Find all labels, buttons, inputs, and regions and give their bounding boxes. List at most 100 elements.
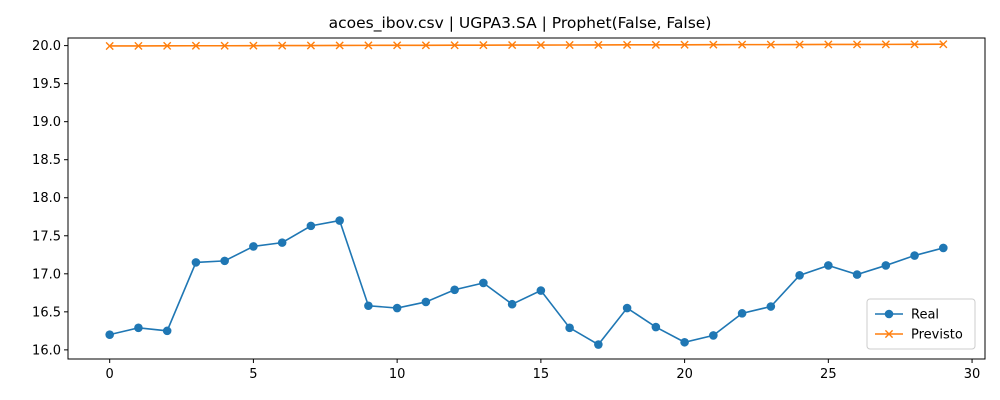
data-point (392, 303, 402, 313)
legend: Real Previsto (866, 298, 976, 350)
data-point (105, 330, 114, 339)
series-line-real (109, 219, 944, 346)
x-tick-label: 10 (389, 367, 406, 382)
data-point (536, 40, 545, 50)
marker-stroke (278, 41, 287, 50)
marker-stroke (766, 40, 775, 49)
data-point (536, 286, 546, 295)
data-point (795, 271, 804, 280)
marker-stroke (249, 41, 258, 50)
data-point (824, 261, 833, 270)
data-point (306, 221, 316, 231)
data-point (105, 41, 114, 51)
marker-stroke (163, 41, 172, 50)
marker-stroke (335, 41, 344, 50)
data-point (738, 40, 747, 49)
x-axis: 0 5 10 15 20 25 30 (106, 359, 981, 382)
y-tick-label: 19.0 (32, 115, 61, 130)
data-point (220, 256, 229, 266)
data-point (421, 297, 431, 307)
data-point (680, 337, 689, 347)
x-tick-label: 15 (533, 367, 550, 382)
data-point (824, 40, 833, 49)
x-tick-label: 25 (820, 367, 837, 382)
marker-stroke (450, 41, 459, 50)
x-tick-label: 20 (676, 367, 693, 382)
data-point (766, 40, 775, 49)
data-point (881, 40, 890, 49)
data-point (479, 41, 488, 50)
marker-stroke (105, 41, 114, 51)
data-point (852, 270, 862, 279)
data-point (335, 216, 344, 225)
data-point (910, 40, 919, 49)
data-point (364, 301, 373, 311)
legend-marker (884, 309, 894, 319)
data-point (737, 309, 747, 318)
data-point (220, 41, 229, 50)
y-axis: 16.0 16.5 17.0 17.5 18.0 18.5 19.0 19.5 20.0 (32, 39, 68, 358)
chart-title: acoes_ibov.csv | UGPA3.SA | Prophet(Fals… (329, 14, 712, 33)
marker-stroke (220, 41, 229, 50)
data-point (421, 41, 430, 50)
y-tick-label: 18.5 (32, 153, 61, 168)
marker-stroke (680, 40, 689, 49)
marker-stroke (939, 40, 948, 49)
data-point (594, 340, 603, 349)
marker-stroke (393, 41, 402, 50)
data-point (507, 299, 517, 309)
data-point (939, 40, 948, 49)
data-point (249, 242, 258, 251)
data-point (651, 322, 661, 332)
data-point (191, 41, 201, 50)
data-point (393, 41, 402, 50)
y-tick-label: 19.5 (32, 77, 61, 92)
data-point (651, 40, 660, 49)
marker-stroke (651, 40, 660, 49)
data-point (594, 40, 603, 50)
marker-stroke (623, 40, 632, 49)
marker-stroke (709, 40, 718, 49)
data-point (162, 326, 172, 336)
data-point (277, 238, 287, 247)
x-tick-label: 5 (249, 367, 257, 382)
marker-stroke (421, 41, 430, 50)
legend-box (866, 298, 976, 350)
data-point (134, 41, 143, 51)
marker-stroke (852, 40, 862, 49)
marker-stroke (479, 41, 488, 50)
data-point (364, 41, 373, 50)
data-point (249, 41, 258, 50)
data-point (766, 302, 776, 311)
data-point (709, 331, 718, 340)
y-tick-label: 18.0 (32, 191, 61, 206)
legend-item-real: Real (875, 308, 939, 323)
marker-stroke (795, 40, 804, 49)
y-tick-label: 16.0 (32, 343, 61, 358)
data-point (450, 285, 459, 295)
y-tick-label: 17.5 (32, 229, 61, 244)
marker-stroke (884, 329, 894, 339)
data-point (278, 41, 287, 50)
axes-frame (67, 37, 986, 360)
plot-area (105, 40, 948, 349)
legend-label: Previsto (911, 328, 963, 343)
data-point (680, 40, 689, 49)
data-point (134, 323, 143, 333)
y-tick-label: 16.5 (32, 305, 61, 320)
data-point (623, 40, 632, 49)
x-tick-label: 30 (964, 367, 981, 382)
data-point (450, 41, 459, 50)
marker-stroke (306, 41, 315, 50)
data-point (709, 40, 718, 49)
series-real (105, 216, 948, 349)
marker-stroke (565, 40, 574, 50)
marker-stroke (191, 41, 201, 50)
marker-stroke (364, 41, 373, 50)
data-point (508, 40, 517, 50)
legend-marker (884, 329, 894, 339)
marker-stroke (134, 41, 143, 51)
marker-stroke (824, 40, 833, 49)
marker-stroke (910, 40, 919, 49)
